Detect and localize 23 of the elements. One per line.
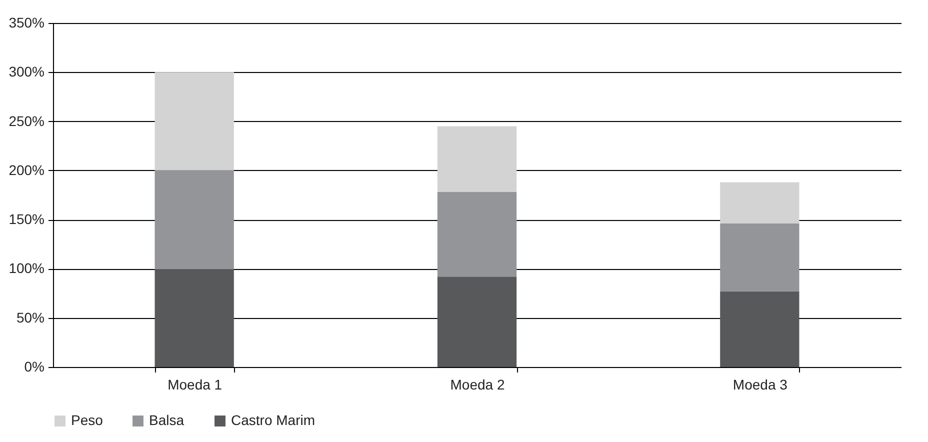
bar: [437, 126, 517, 192]
bar: [720, 182, 800, 224]
y-tick-label: 250%: [8, 112, 44, 129]
y-tick-label: 150%: [8, 211, 44, 228]
x-tick-label: Moeda 3: [732, 376, 788, 392]
bar: [720, 224, 800, 292]
bar: [154, 268, 234, 367]
legend-label: Balsa: [149, 412, 184, 428]
y-tick-label: 300%: [8, 64, 44, 80]
y-tick-label: 200%: [8, 162, 44, 178]
legend-label: Peso: [71, 412, 104, 428]
x-tick-label: Moeda 2: [450, 376, 505, 392]
bar: [154, 72, 234, 170]
bar: [437, 276, 517, 367]
bar: [720, 291, 800, 367]
x-tick-label: Moeda 1: [168, 376, 222, 392]
bar: [154, 170, 234, 269]
bar: [437, 192, 517, 277]
y-tick-label: 350%: [8, 14, 44, 30]
y-tick-label: 0%: [24, 358, 44, 374]
y-tick-label: 50%: [16, 309, 44, 326]
y-tick-label: 100%: [8, 260, 44, 276]
legend-label: Castro Marim: [231, 412, 316, 428]
